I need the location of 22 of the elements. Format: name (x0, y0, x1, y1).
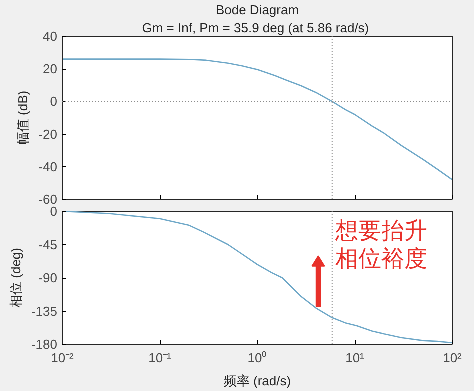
x-tick-label: 10⁰ (248, 350, 268, 366)
y-tick-label: 0 (50, 94, 58, 110)
x-axis-title: 频率 (rad/s) (224, 374, 292, 388)
x-tick-label: 10⁻² (51, 350, 75, 366)
x-tick-label: 10¹ (346, 350, 366, 366)
chart-subtitle: Gm = Inf, Pm = 35.9 deg (at 5.86 rad/s) (142, 20, 370, 36)
y-axis-title: 相位 (deg) (8, 248, 24, 308)
y-tick-label: -180 (31, 337, 58, 352)
chart-title: Bode Diagram (216, 2, 300, 18)
y-tick-label: 40 (43, 29, 58, 44)
y-tick-label: -135 (31, 304, 58, 319)
y-tick-label: -60 (38, 192, 58, 207)
y-tick-label: -90 (38, 270, 58, 286)
y-tick-label: -40 (38, 159, 58, 174)
y-tick-label: 20 (43, 62, 58, 77)
x-tick-label: 10² (443, 350, 463, 366)
y-tick-label: 0 (50, 204, 58, 219)
annotation: 想要抬升相位裕度 (334, 218, 428, 272)
x-tick-label: 10⁻¹ (148, 350, 172, 366)
y-axis-title: 幅值 (dB) (16, 90, 31, 146)
y-tick-label: -45 (38, 237, 58, 252)
y-tick-label: -20 (38, 126, 58, 142)
